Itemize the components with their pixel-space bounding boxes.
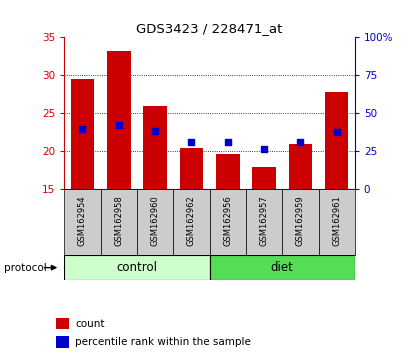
Bar xyxy=(173,189,210,255)
Text: GSM162954: GSM162954 xyxy=(78,195,87,246)
Text: percentile rank within the sample: percentile rank within the sample xyxy=(76,337,251,347)
Point xyxy=(79,126,86,131)
Bar xyxy=(210,255,355,280)
Bar xyxy=(56,318,69,329)
Bar xyxy=(64,255,210,280)
Text: diet: diet xyxy=(271,261,294,274)
Text: protocol: protocol xyxy=(4,263,47,273)
Text: GSM162961: GSM162961 xyxy=(332,195,341,246)
Bar xyxy=(56,336,69,348)
Text: count: count xyxy=(76,319,105,329)
Text: GSM162957: GSM162957 xyxy=(259,195,269,246)
Text: GSM162956: GSM162956 xyxy=(223,195,232,246)
Point xyxy=(152,128,159,133)
Bar xyxy=(143,105,167,189)
Point xyxy=(261,146,267,152)
Bar xyxy=(137,189,173,255)
Bar xyxy=(252,166,276,189)
Text: control: control xyxy=(117,261,157,274)
Bar xyxy=(288,144,312,189)
Point xyxy=(115,122,122,127)
Bar xyxy=(246,189,282,255)
Bar xyxy=(319,189,355,255)
Text: GSM162959: GSM162959 xyxy=(296,195,305,246)
Title: GDS3423 / 228471_at: GDS3423 / 228471_at xyxy=(137,22,283,35)
Point xyxy=(333,130,340,135)
Bar xyxy=(100,189,137,255)
Point xyxy=(188,139,195,145)
Bar xyxy=(282,189,319,255)
Text: GSM162960: GSM162960 xyxy=(151,195,160,246)
Point xyxy=(225,139,231,145)
Bar xyxy=(64,189,101,255)
Text: GSM162962: GSM162962 xyxy=(187,195,196,246)
Bar xyxy=(71,79,94,189)
Point xyxy=(297,139,304,145)
Bar xyxy=(325,92,349,189)
Bar xyxy=(216,154,239,189)
Text: GSM162958: GSM162958 xyxy=(114,195,123,246)
Bar xyxy=(210,189,246,255)
Bar xyxy=(107,51,131,189)
Bar xyxy=(180,148,203,189)
